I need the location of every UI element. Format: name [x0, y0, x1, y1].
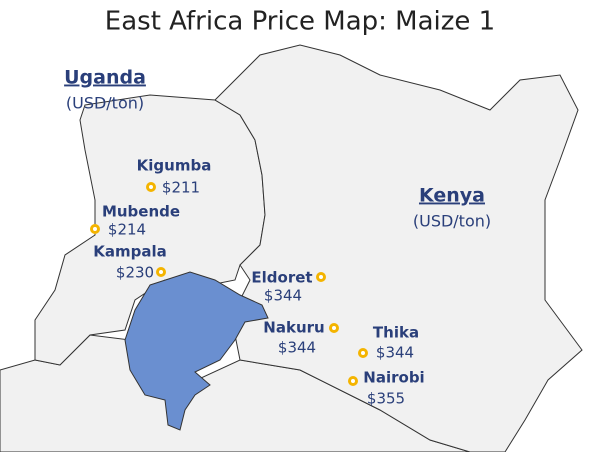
market-marker [316, 272, 326, 282]
country-name: Kenya [419, 185, 485, 207]
market-price: $344 [278, 339, 316, 357]
title: East Africa Price Map: Maize 1 [105, 7, 495, 37]
country-unit: (USD/ton) [413, 212, 491, 231]
market-name: Thika [373, 324, 419, 342]
market-price: $230 [116, 264, 154, 282]
market-price: $344 [376, 344, 414, 362]
market-marker [156, 267, 166, 277]
market-name: Kigumba [137, 157, 212, 175]
market-marker [146, 182, 156, 192]
market-name: Nakuru [263, 319, 324, 337]
market-price: $211 [162, 179, 200, 197]
kenya-shape [214, 44, 583, 452]
country-name: Uganda [64, 67, 146, 89]
market-name: Mubende [102, 203, 180, 221]
market-price: $214 [108, 221, 146, 239]
market-price: $344 [264, 287, 302, 305]
market-marker [348, 376, 358, 386]
market-marker [329, 323, 339, 333]
country-unit: (USD/ton) [66, 94, 144, 113]
lake-victoria [124, 271, 269, 431]
market-marker [90, 224, 100, 234]
market-name: Nairobi [363, 369, 424, 387]
market-name: Kampala [93, 243, 167, 261]
market-marker [358, 348, 368, 358]
market-name: Eldoret [251, 269, 312, 287]
market-price: $355 [367, 390, 405, 408]
